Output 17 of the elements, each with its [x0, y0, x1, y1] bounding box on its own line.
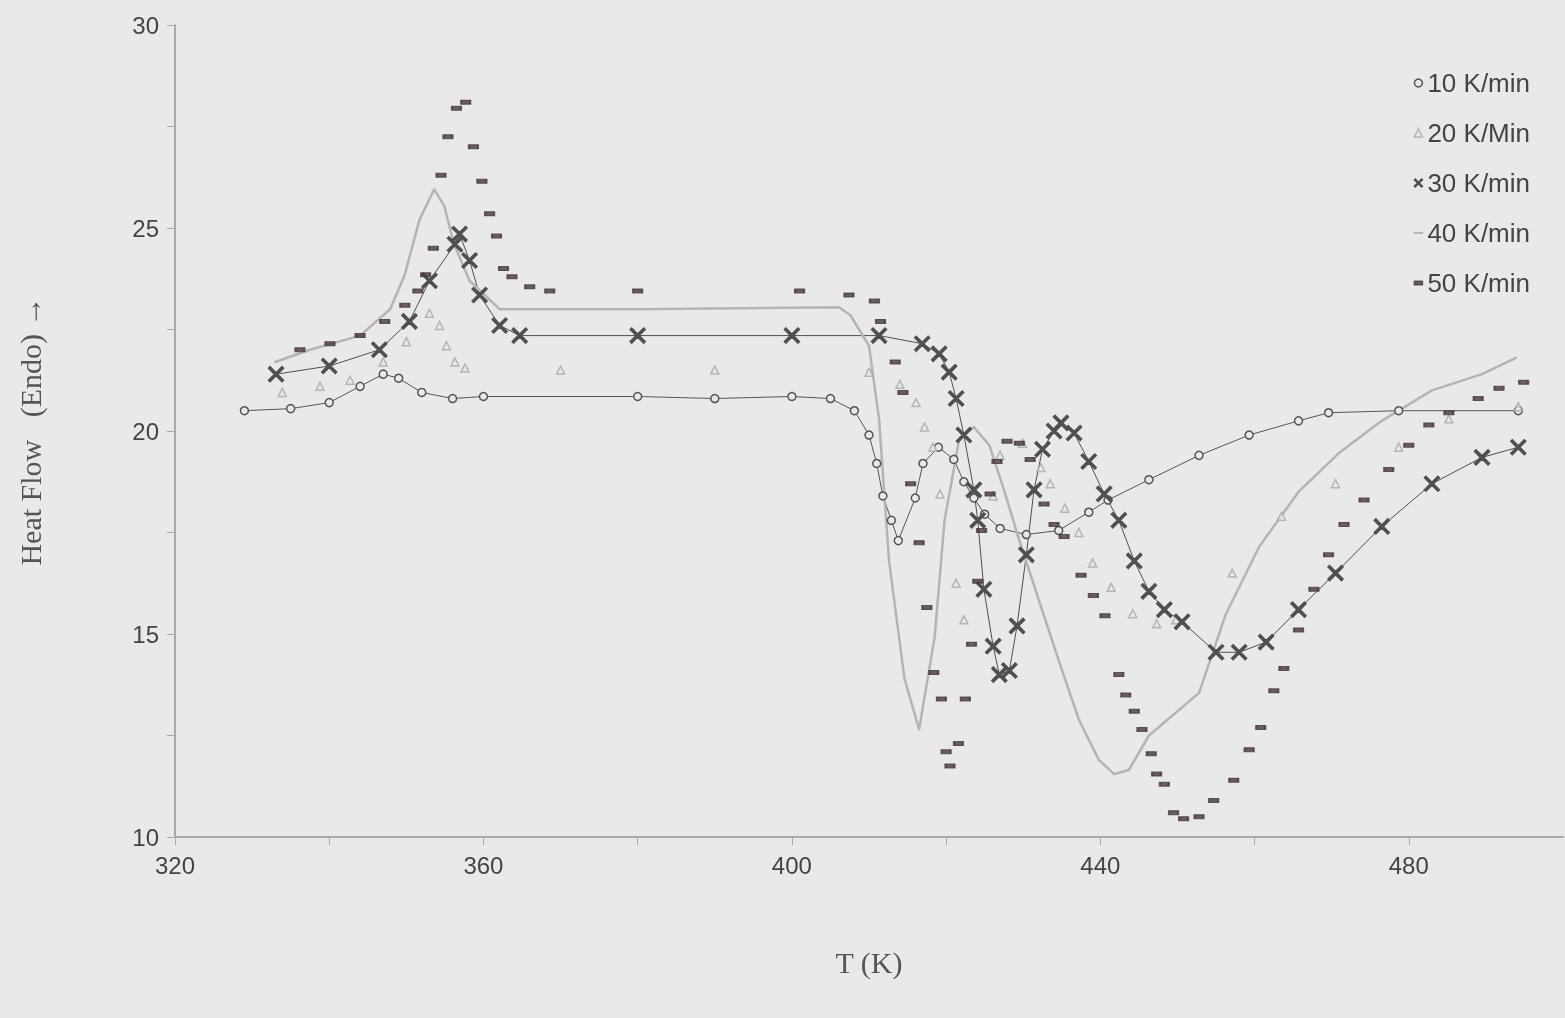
x-tick-label: 440 [1080, 851, 1121, 879]
x-tick-label: 360 [463, 851, 504, 879]
x-tick-label: 480 [1388, 851, 1429, 879]
legend-label: 10 K/min [1427, 68, 1531, 98]
y-tick-label: 15 [132, 620, 159, 648]
y-tick-label: 25 [132, 214, 159, 242]
y-tick-label: 10 [132, 823, 159, 851]
y-tick-label: 20 [132, 417, 159, 445]
legend-label: 20 K/Min [1427, 118, 1531, 148]
x-tick-label: 320 [154, 851, 196, 879]
legend-label: 30 K/min [1427, 168, 1531, 198]
y-axis-title: Heat Flow (Endo) → [13, 296, 48, 566]
y-tick-label: 30 [132, 11, 159, 39]
x-tick-label: 400 [771, 851, 812, 879]
x-axis-title: T (K) [835, 945, 903, 980]
legend-label: 40 K/min [1427, 218, 1531, 248]
legend-label: 50 K/min [1427, 268, 1531, 298]
